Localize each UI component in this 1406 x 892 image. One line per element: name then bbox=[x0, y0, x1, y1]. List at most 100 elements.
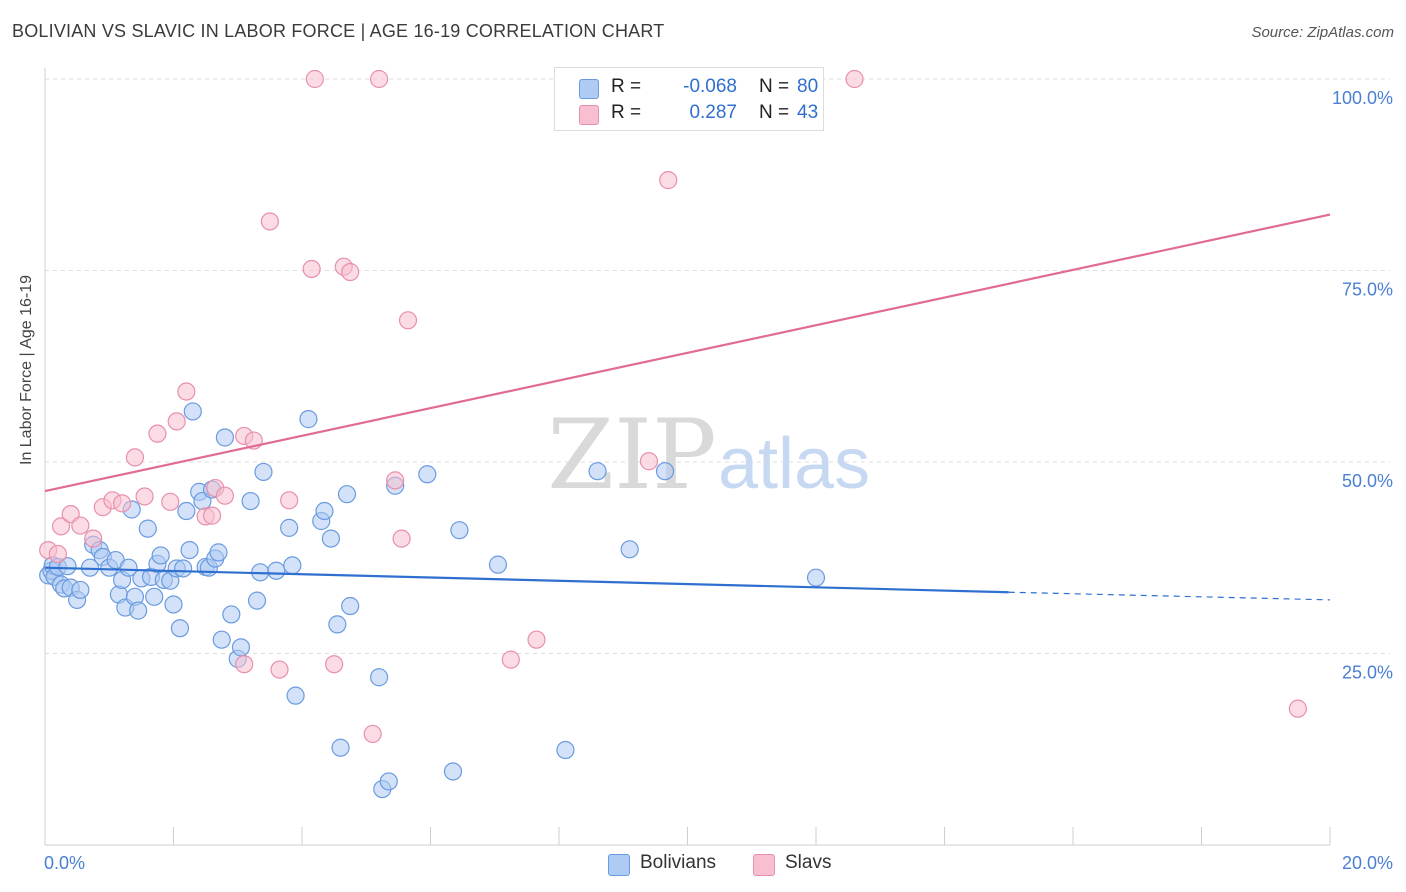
bolivian-point bbox=[379, 772, 398, 791]
slav-point bbox=[280, 491, 299, 510]
bolivian-point bbox=[177, 501, 196, 521]
y-tick-label: 50.0% bbox=[1342, 471, 1393, 491]
bolivian-point bbox=[655, 462, 675, 481]
legend-slavs-label: Slavs bbox=[785, 852, 832, 873]
axes bbox=[44, 68, 1331, 846]
slavs-swatch bbox=[579, 105, 599, 125]
bolivian-point bbox=[418, 465, 437, 484]
bolivian-point bbox=[331, 738, 350, 757]
slav-point bbox=[125, 448, 145, 467]
slav-point bbox=[845, 69, 864, 89]
y-tick-label: 25.0% bbox=[1342, 663, 1393, 683]
bolivian-point bbox=[315, 501, 334, 521]
n-label: N = bbox=[759, 76, 790, 97]
trend-lines bbox=[44, 213, 1331, 601]
slav-point bbox=[177, 382, 196, 401]
bolivian-point bbox=[174, 559, 193, 578]
bolivian-point bbox=[247, 591, 267, 610]
slav-point bbox=[325, 655, 344, 674]
bolivians-trend-line bbox=[44, 566, 1009, 594]
slav-point bbox=[370, 69, 389, 89]
bolivian-point bbox=[588, 462, 607, 481]
bolivians-trend-extension bbox=[1008, 591, 1331, 601]
x-tick-label: 0.0% bbox=[44, 853, 85, 873]
bolivian-point bbox=[138, 519, 157, 538]
r-label: R = bbox=[611, 76, 642, 97]
slav-point bbox=[51, 517, 71, 536]
bolivian-point bbox=[170, 619, 190, 638]
watermark-atlas: atlas bbox=[718, 424, 870, 504]
r-value: 0.287 bbox=[689, 102, 737, 123]
x-tick-label: 20.0% bbox=[1342, 853, 1393, 873]
tick-labels: 25.0% 50.0% 75.0% 100.0% 0.0% 20.0% bbox=[44, 88, 1393, 873]
y-axis-label: In Labor Force | Age 16-19 bbox=[18, 274, 35, 465]
slav-point bbox=[341, 262, 360, 282]
bolivian-point bbox=[254, 462, 273, 482]
grid-lines bbox=[45, 78, 1390, 654]
legend-bolivians-label: Bolivians bbox=[640, 852, 717, 873]
slav-point bbox=[1288, 699, 1307, 718]
slav-point bbox=[260, 212, 279, 231]
slav-point bbox=[392, 529, 411, 548]
slav-point bbox=[302, 259, 321, 279]
bolivian-point bbox=[443, 762, 463, 781]
slav-point bbox=[135, 487, 154, 506]
bolivian-point bbox=[450, 521, 469, 540]
bolivian-point bbox=[183, 402, 202, 421]
slav-point bbox=[386, 471, 405, 490]
bolivian-point bbox=[286, 686, 305, 705]
bolivian-point bbox=[145, 587, 164, 606]
bolivian-point bbox=[321, 529, 341, 548]
bolivian-point bbox=[71, 580, 90, 600]
correlation-stats-box: R = -0.068 N = 80 R = 0.287 N = 43 bbox=[554, 67, 824, 131]
slav-point bbox=[501, 650, 520, 669]
bolivian-point bbox=[129, 601, 148, 620]
y-tick-label: 75.0% bbox=[1342, 280, 1393, 300]
chart-title: BOLIVIAN VS SLAVIC IN LABOR FORCE | AGE … bbox=[12, 21, 665, 41]
y-tick-label: 100.0% bbox=[1332, 88, 1393, 108]
slav-point bbox=[148, 424, 167, 443]
slav-point bbox=[167, 412, 186, 431]
slav-point bbox=[398, 311, 418, 330]
bolivian-point bbox=[151, 546, 170, 565]
slav-point bbox=[527, 630, 546, 649]
r-label: R = bbox=[611, 102, 642, 123]
bolivian-point bbox=[164, 595, 183, 614]
slav-point bbox=[71, 516, 90, 535]
source-label: Source: ZipAtlas.com bbox=[1251, 24, 1394, 41]
bolivian-point bbox=[299, 410, 318, 429]
bolivian-point bbox=[231, 638, 251, 657]
slav-point bbox=[161, 492, 180, 511]
bolivian-point bbox=[119, 558, 138, 577]
bolivian-point bbox=[556, 740, 575, 760]
slavs-trend-line bbox=[44, 213, 1331, 493]
bolivian-point bbox=[180, 540, 199, 560]
slav-point bbox=[48, 544, 67, 564]
bolivian-point bbox=[222, 605, 241, 624]
slav-point bbox=[112, 494, 132, 513]
bolivian-point bbox=[370, 668, 389, 687]
bolivian-point bbox=[283, 556, 302, 575]
slav-point bbox=[270, 660, 289, 679]
n-value: 80 bbox=[797, 76, 819, 97]
legend-slavs-swatch bbox=[753, 854, 775, 876]
bolivian-point bbox=[209, 543, 228, 562]
slav-point bbox=[659, 171, 678, 190]
slav-point bbox=[639, 452, 659, 471]
bolivian-point bbox=[488, 555, 508, 574]
n-label: N = bbox=[759, 102, 790, 123]
bolivian-point bbox=[337, 485, 357, 504]
slav-point bbox=[305, 69, 324, 89]
bolivian-point bbox=[215, 428, 234, 447]
bolivian-point bbox=[328, 615, 347, 634]
bolivian-point bbox=[341, 596, 360, 616]
watermark-zip: ZIP bbox=[547, 399, 716, 511]
bolivian-point bbox=[806, 568, 826, 587]
slav-point bbox=[202, 506, 222, 525]
bolivian-point bbox=[212, 630, 231, 649]
n-value: 43 bbox=[797, 102, 819, 123]
bolivians-swatch bbox=[579, 79, 599, 99]
bolivian-point bbox=[620, 540, 639, 559]
legend-bolivians-swatch bbox=[608, 854, 630, 876]
slav-point bbox=[363, 724, 382, 744]
